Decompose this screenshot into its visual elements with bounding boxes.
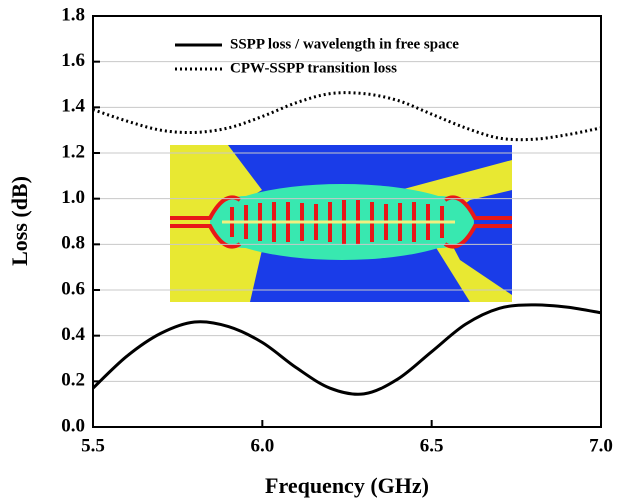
y-tick-label: 0.4 (61, 324, 85, 345)
inset-field-image (170, 145, 512, 302)
series-line (91, 303, 602, 396)
y-tick-label: 0.2 (61, 370, 85, 391)
y-tick-label: 1.8 (61, 4, 85, 25)
x-tick-label: 6.5 (420, 435, 444, 456)
y-tick-label: 1.6 (61, 50, 85, 71)
y-axis-label: Loss (dB) (7, 176, 32, 266)
y-tick-label: 1.2 (61, 141, 85, 162)
x-tick-label: 5.5 (81, 435, 105, 456)
y-tick-label: 0.6 (61, 278, 85, 299)
series-line (92, 91, 602, 142)
legend-label: SSPP loss / wavelength in free space (230, 36, 459, 52)
y-tick-label: 1.4 (61, 96, 85, 117)
plot-frame (92, 15, 602, 428)
y-tick-label: 1.0 (61, 187, 85, 208)
y-tick-label: 0.8 (61, 233, 85, 254)
x-axis-label: Frequency (GHz) (265, 473, 429, 498)
legend-label: CPW-SSPP transition loss (230, 60, 397, 76)
y-tick-label: 0.0 (61, 415, 85, 436)
x-tick-label: 7.0 (589, 435, 613, 456)
x-tick-label: 6.0 (250, 435, 274, 456)
